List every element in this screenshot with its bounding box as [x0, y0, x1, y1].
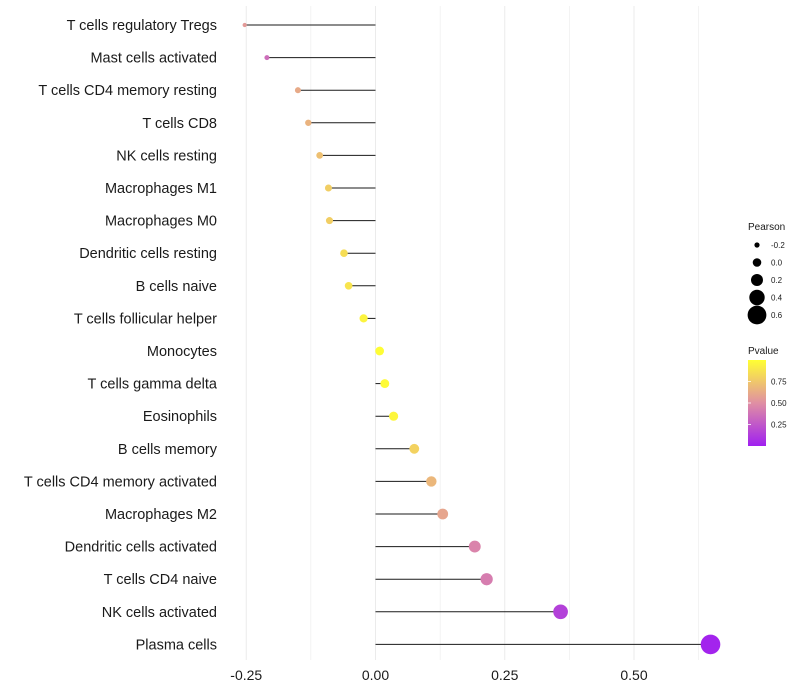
legend-pvalue-title: Pvalue [748, 346, 779, 357]
x-tick-label: -0.25 [230, 667, 262, 683]
category-label: T cells CD4 naive [104, 572, 217, 588]
data-point [305, 119, 312, 126]
data-point [380, 379, 390, 389]
legend-size-label: 0.0 [771, 259, 783, 268]
data-point [242, 22, 247, 28]
data-point [325, 217, 334, 225]
category-label: Eosinophils [143, 409, 217, 425]
legend-size-key [754, 242, 760, 248]
category-label: NK cells activated [102, 605, 217, 621]
points-layer [242, 22, 721, 655]
legend-size-label: 0.2 [771, 276, 783, 285]
category-label: T cells regulatory Tregs [67, 18, 217, 34]
data-point [409, 443, 420, 454]
data-point [426, 476, 437, 487]
data-point [480, 573, 493, 586]
data-point [344, 281, 353, 290]
category-label: B cells memory [118, 442, 218, 458]
legend-size-key [752, 258, 762, 267]
x-tick-label: 0.25 [491, 667, 518, 683]
data-point [316, 152, 324, 159]
data-point [389, 411, 399, 421]
legend-size-key [747, 305, 767, 325]
data-point [468, 540, 481, 553]
grid-layer [245, 6, 699, 660]
legend-size-key [751, 274, 763, 286]
data-point [553, 604, 568, 620]
legend-size-label: 0.6 [771, 311, 783, 320]
category-label: Monocytes [147, 344, 217, 360]
category-label: Plasma cells [136, 637, 217, 653]
x-tick-label: 0.50 [620, 667, 647, 683]
category-label: T cells follicular helper [74, 311, 217, 327]
data-point [264, 55, 270, 61]
category-label: Dendritic cells activated [65, 540, 217, 556]
category-label: Dendritic cells resting [79, 246, 217, 262]
legend-pvalue-label: 0.50 [771, 399, 787, 408]
data-point [324, 184, 332, 192]
legend-pearson-title: Pearson [748, 222, 785, 233]
data-point [700, 634, 721, 655]
stems-layer [244, 24, 711, 645]
legend-pvalue-label: 0.25 [771, 421, 787, 430]
category-label: Macrophages M1 [105, 181, 217, 197]
data-point [340, 249, 348, 257]
category-label: T cells CD4 memory resting [38, 83, 217, 99]
x-axis-ticks: -0.25 0.00 0.25 0.50 [230, 667, 648, 683]
category-label: Macrophages M0 [105, 214, 217, 230]
category-label: T cells CD4 memory activated [24, 474, 217, 490]
category-label: Macrophages M2 [105, 507, 217, 523]
data-point [294, 87, 301, 94]
category-label: NK cells resting [116, 148, 217, 164]
legend-pearson: Pearson -0.2 0.0 0.2 0.4 0.6 [747, 222, 785, 325]
pvalue-colorbar [748, 360, 766, 446]
category-label: B cells naive [136, 279, 217, 295]
category-label: T cells CD8 [142, 116, 217, 132]
category-label: T cells gamma delta [88, 377, 218, 393]
legend-size-label: 0.4 [771, 294, 783, 303]
legend-size-key [749, 289, 765, 306]
legend-pvalue: Pvalue 0.75 0.50 0.25 [748, 346, 787, 446]
data-point [375, 346, 384, 356]
x-tick-label: 0.00 [362, 667, 389, 683]
data-point [437, 508, 449, 520]
legend-pvalue-label: 0.75 [771, 378, 787, 387]
category-labels: T cells regulatory Tregs Mast cells activ… [24, 18, 218, 653]
category-label: Mast cells activated [90, 51, 217, 67]
data-point [359, 314, 368, 323]
legend-size-label: -0.2 [771, 241, 785, 250]
